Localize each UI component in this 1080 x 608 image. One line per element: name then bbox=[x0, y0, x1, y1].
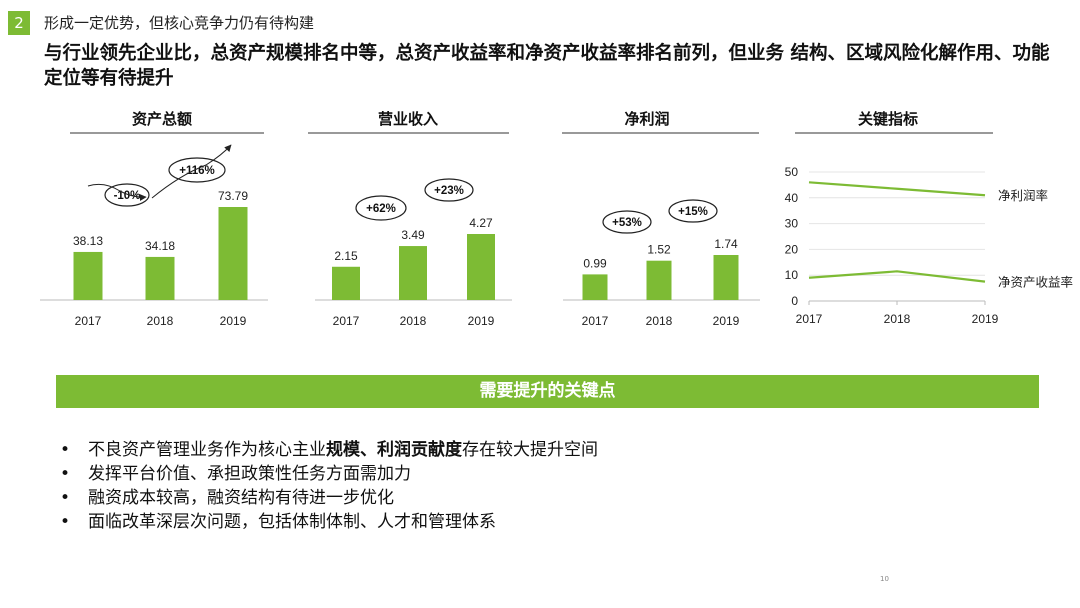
x-tick-label: 2017 bbox=[796, 312, 823, 326]
bullet-text: 发挥平台价值、承担政策性任务方面需加力 bbox=[88, 464, 411, 484]
bullet-dot: • bbox=[60, 512, 71, 532]
x-tick-label: 2019 bbox=[220, 314, 247, 328]
data-label: 34.18 bbox=[145, 239, 175, 253]
trend-arrow-down bbox=[87, 183, 147, 201]
y-tick-label: 30 bbox=[785, 217, 799, 231]
data-label: 2.15 bbox=[334, 249, 358, 263]
y-tick-label: 50 bbox=[785, 165, 799, 179]
bullet-dot: • bbox=[60, 488, 71, 508]
y-tick-label: 20 bbox=[785, 242, 799, 256]
list-item: • 面临改革深层次问题，包括体制体制、人才和管理体系 bbox=[60, 510, 598, 534]
x-tick-label: 2019 bbox=[468, 314, 495, 328]
key-points-banner: 需要提升的关键点 bbox=[56, 375, 1039, 408]
y-tick-label: 0 bbox=[791, 294, 798, 308]
x-tick-label: 2018 bbox=[646, 314, 673, 328]
data-label: 3.49 bbox=[401, 228, 425, 242]
growth-annotation: +116% bbox=[179, 165, 215, 177]
x-tick-label: 2018 bbox=[147, 314, 174, 328]
x-tick-label: 2019 bbox=[713, 314, 740, 328]
growth-annotation-oval bbox=[104, 183, 150, 207]
chart-title: 净利润 bbox=[624, 110, 669, 128]
x-tick-label: 2019 bbox=[972, 312, 999, 326]
chart-title: 资产总额 bbox=[132, 110, 192, 128]
data-label: 38.13 bbox=[73, 234, 103, 248]
growth-annotation: +23% bbox=[434, 185, 464, 197]
bullet-text: 不良资产管理业务作为核心主业 bbox=[88, 440, 326, 460]
growth-annotation: -10% bbox=[114, 190, 141, 202]
bar bbox=[713, 255, 739, 300]
growth-annotation: +62% bbox=[366, 203, 396, 215]
bullet-text: 融资成本较高，融资结构有待进一步优化 bbox=[88, 488, 394, 508]
chart-title: 关键指标 bbox=[858, 110, 918, 128]
data-label: 0.99 bbox=[583, 256, 607, 270]
growth-annotation: +15% bbox=[678, 206, 708, 218]
x-tick-label: 2017 bbox=[75, 314, 102, 328]
bar bbox=[646, 260, 672, 300]
data-label: 73.79 bbox=[218, 189, 248, 203]
bar bbox=[399, 246, 427, 300]
bar bbox=[145, 256, 175, 300]
headline: 与行业领先企业比，总资产规模排名中等，总资产收益率和净资产收益率排名前列，但业务… bbox=[44, 43, 1050, 89]
list-item: • 不良资产管理业务作为核心主业规模、利润贡献度存在较大提升空间 bbox=[60, 438, 598, 462]
series-line bbox=[808, 181, 986, 197]
series-line bbox=[808, 270, 986, 283]
bar bbox=[582, 274, 608, 300]
growth-annotation-oval bbox=[424, 178, 474, 202]
data-label: 1.74 bbox=[714, 237, 738, 251]
bar bbox=[467, 234, 495, 300]
x-tick-label: 2017 bbox=[333, 314, 360, 328]
bullet-text-tail: 存在较大提升空间 bbox=[462, 440, 598, 460]
bullet-dot: • bbox=[60, 440, 71, 460]
data-label: 1.52 bbox=[647, 243, 671, 257]
key-points-list: • 不良资产管理业务作为核心主业规模、利润贡献度存在较大提升空间 • 发挥平台价值、… bbox=[60, 438, 598, 534]
bullet-text: 面临改革深层次问题，包括体制体制、人才和管理体系 bbox=[88, 512, 496, 532]
growth-annotation-oval bbox=[602, 210, 652, 234]
bullet-bold-text: 规模、利润贡献度 bbox=[326, 440, 462, 460]
bar bbox=[332, 266, 360, 300]
series-label: 净资产收益率 bbox=[998, 275, 1073, 290]
chart-title: 营业收入 bbox=[378, 110, 438, 128]
growth-annotation-oval bbox=[668, 199, 718, 223]
trend-arrow-up bbox=[151, 144, 232, 199]
charts-area: 资产总额 38.13 2017 34.18 2018 73.79 2019 -10% +116%… bbox=[40, 110, 1073, 328]
page-number: 10 bbox=[880, 575, 889, 583]
y-tick-label: 40 bbox=[785, 191, 799, 205]
bar bbox=[73, 251, 103, 300]
growth-annotation: +53% bbox=[612, 217, 642, 229]
list-item: • 融资成本较高，融资结构有待进一步优化 bbox=[60, 486, 598, 510]
section-title: 形成一定优势，但核心竞争力仍有待构建 bbox=[44, 14, 315, 32]
section-number-badge: 2 bbox=[8, 11, 30, 35]
x-tick-label: 2018 bbox=[400, 314, 427, 328]
x-tick-label: 2017 bbox=[582, 314, 609, 328]
series-label: 净利润率 bbox=[998, 188, 1048, 203]
data-label: 4.27 bbox=[469, 216, 493, 230]
list-item: • 发挥平台价值、承担政策性任务方面需加力 bbox=[60, 462, 598, 486]
x-tick-label: 2018 bbox=[884, 312, 911, 326]
growth-annotation-oval bbox=[355, 195, 407, 221]
bar bbox=[218, 207, 248, 300]
y-tick-label: 10 bbox=[785, 268, 799, 282]
bullet-dot: • bbox=[60, 464, 71, 484]
